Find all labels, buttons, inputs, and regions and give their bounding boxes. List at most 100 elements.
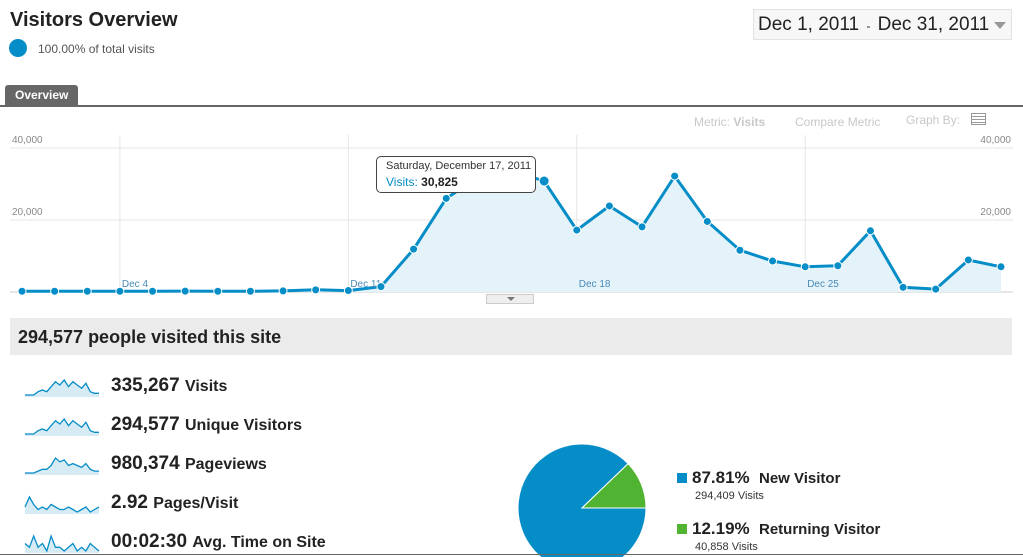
x-tick-label: Dec 18	[579, 279, 611, 290]
visitor-type-pie	[517, 443, 647, 557]
metric-row-avg-time-on-site[interactable]: 00:02:30 Avg. Time on Site	[24, 531, 444, 555]
page-title: Visitors Overview	[10, 9, 178, 31]
legend-sub-returning-visitor: 40,858 Visits	[695, 541, 758, 553]
metric-label: Unique Visitors	[184, 417, 303, 434]
data-point[interactable]	[82, 286, 92, 296]
data-point[interactable]	[17, 286, 27, 296]
y-tick-label-right: 40,000	[980, 135, 1011, 146]
metric-row-pageviews[interactable]: 980,374 Pageviews	[24, 453, 444, 477]
data-point[interactable]	[865, 226, 875, 236]
data-point[interactable]	[311, 285, 321, 295]
date-range-separator: -	[866, 19, 871, 33]
sparkline-visits	[25, 378, 99, 397]
sparkline-fill	[25, 419, 99, 436]
data-point[interactable]	[963, 255, 973, 265]
summary-bar	[10, 318, 1012, 355]
sparkline-fill	[25, 380, 99, 397]
x-tick-label: Dec 4	[122, 279, 149, 290]
sparkline-fill	[25, 497, 99, 514]
metric-number: 00:02:30	[111, 531, 188, 552]
sparkline-line	[25, 417, 99, 435]
data-point[interactable]	[833, 261, 843, 271]
date-range-picker[interactable]: Dec 1, 2011 - Dec 31, 2011	[753, 9, 1012, 40]
metric-number: 980,374	[111, 453, 180, 474]
metric-value-pageviews: 980,374 Pageviews	[111, 453, 267, 475]
tooltip-value: 30,825	[421, 175, 458, 189]
sparkline-line	[24, 533, 100, 553]
data-point[interactable]	[441, 193, 451, 203]
data-point[interactable]	[800, 262, 810, 272]
metric-prefix: Metric:	[694, 115, 730, 129]
sparkline-fill	[25, 458, 99, 475]
legend-swatch-returning-visitor	[677, 524, 687, 534]
chart-collapse-handle[interactable]	[486, 294, 534, 304]
sparkline-line	[25, 378, 99, 396]
data-point[interactable]	[572, 225, 582, 235]
tab-overview[interactable]: Overview	[5, 85, 79, 105]
sparkline-avg-time-on-site	[24, 533, 100, 553]
tooltip-date: Saturday, December 17, 2011	[386, 160, 532, 172]
sparkline-fill	[25, 536, 99, 553]
data-point[interactable]	[898, 282, 908, 292]
graph-by-label: Graph By:	[906, 113, 961, 127]
metric-value-unique-visitors: 294,577 Unique Visitors	[111, 414, 302, 436]
data-point[interactable]	[670, 171, 680, 181]
metric-label: Pages/Visit	[153, 495, 239, 512]
data-point[interactable]	[768, 256, 778, 266]
data-point[interactable]	[931, 284, 941, 294]
segment-pie-icon	[9, 39, 27, 57]
metric-label: Avg. Time on Site	[192, 534, 326, 551]
data-point[interactable]	[180, 286, 190, 296]
tooltip-metric: Visits:	[386, 175, 418, 189]
metric-value-pages-per-visit: 2.92 Pages/Visit	[111, 492, 238, 514]
metric-number: 294,577	[111, 414, 180, 435]
data-point[interactable]	[538, 175, 550, 187]
x-tick-label: Dec 25	[807, 279, 839, 290]
date-range-end: Dec 31, 2011	[877, 14, 990, 35]
metric-value-visits: 335,267 Visits	[111, 375, 227, 397]
data-point[interactable]	[376, 282, 386, 292]
sparkline-pageviews	[25, 456, 99, 475]
metric-label: Visits	[184, 378, 228, 395]
data-point[interactable]	[148, 286, 158, 296]
compare-metric-link[interactable]: Compare Metric	[795, 115, 881, 129]
sparkline-pages-per-visit	[24, 495, 100, 514]
legend-pct-returning-visitor: 12.19%	[692, 519, 750, 538]
pie-slice-returning-visitor[interactable]	[580, 462, 647, 509]
sparkline-line	[25, 456, 99, 474]
x-tick-label: Dec 11	[350, 279, 381, 290]
bottom-divider	[0, 554, 1023, 555]
metric-row-visits[interactable]: 335,267 Visits	[24, 375, 444, 399]
data-point[interactable]	[735, 245, 745, 255]
data-point[interactable]	[213, 286, 223, 296]
data-point[interactable]	[245, 286, 255, 296]
tab-divider	[0, 105, 1023, 107]
data-point[interactable]	[278, 286, 288, 296]
sparkline-unique-visitors	[25, 417, 99, 436]
metric-label: Pageviews	[184, 456, 267, 473]
legend-name-returning-visitor: Returning Visitor	[759, 521, 881, 538]
metric-row-pages-per-visit[interactable]: 2.92 Pages/Visit	[24, 492, 444, 516]
segment-percentage-text: 100.00% of total visits	[38, 42, 155, 56]
legend-name-new-visitor: New Visitor	[759, 470, 841, 487]
data-point[interactable]	[115, 286, 125, 296]
data-point[interactable]	[50, 286, 60, 296]
legend-sub-new-visitor: 294,409 Visits	[695, 490, 764, 502]
metric-value-avg-time-on-site: 00:02:30 Avg. Time on Site	[111, 531, 326, 553]
visits-area-fill	[22, 171, 1001, 292]
data-point[interactable]	[409, 244, 419, 254]
graph-by-icon[interactable]	[971, 113, 986, 125]
y-tick-label-left: 20,000	[12, 207, 43, 218]
pie-slice-new-visitor[interactable]	[517, 443, 647, 557]
summary-heading: 294,577 people visited this site	[18, 327, 282, 347]
y-tick-label-right: 20,000	[980, 207, 1011, 218]
data-point[interactable]	[343, 286, 353, 296]
metric-value: Visits	[733, 115, 766, 129]
metric-row-unique-visitors[interactable]: 294,577 Unique Visitors	[24, 414, 444, 438]
chart-tooltip: Saturday, December 17, 2011 Visits: 30,8…	[376, 156, 536, 193]
data-point[interactable]	[637, 222, 647, 232]
data-point[interactable]	[702, 216, 712, 226]
metric-selector[interactable]: Metric: Visits	[694, 115, 765, 129]
data-point[interactable]	[996, 262, 1006, 272]
data-point[interactable]	[604, 201, 614, 211]
